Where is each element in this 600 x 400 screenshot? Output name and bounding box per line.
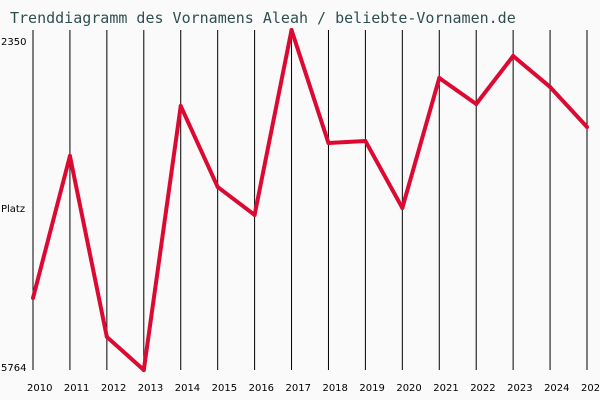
x-tick-label: 2011 [64,383,89,394]
data-point [215,184,220,189]
x-tick-label: 2017 [286,383,311,394]
x-tick-label: 2016 [249,383,274,394]
y-tick-top: 2350 [1,37,26,48]
data-point [104,334,109,339]
x-tick-label: 2020 [396,383,421,394]
data-point [289,28,294,32]
chart-title: Trenddiagramm des Vornamens Aleah / beli… [10,9,516,27]
x-tick-label: 2022 [470,383,495,394]
data-point [474,101,479,106]
data-point [437,76,442,81]
y-axis-label: Platz [1,204,25,215]
x-tick-label: 2025 [581,383,600,394]
x-tick-label: 2021 [433,383,458,394]
y-tick-bottom: 5764 [1,363,26,374]
data-point [178,103,183,108]
data-point [400,205,405,210]
series-line-aleah [31,28,589,372]
x-tick-label: 2015 [212,383,237,394]
data-point [141,368,146,372]
x-tick-label: 2013 [138,383,163,394]
data-point [585,125,589,130]
data-point [363,138,368,143]
data-point [511,53,516,58]
x-tick-label: 2018 [322,383,347,394]
data-point [67,153,72,158]
x-tick-label: 2019 [359,383,384,394]
data-point [326,141,331,146]
x-tick-label: 2012 [101,383,126,394]
data-point [31,295,35,300]
data-point [252,212,257,217]
x-tick-label: 2024 [544,383,569,394]
data-point [548,84,553,89]
x-tick-label: 2023 [507,383,532,394]
x-tick-label: 2014 [175,383,200,394]
x-tick-label: 2010 [27,383,52,394]
